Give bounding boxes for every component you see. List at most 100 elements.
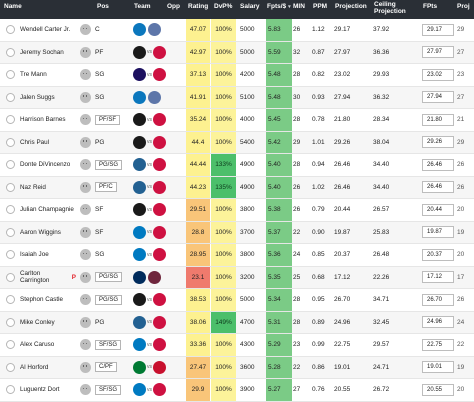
- table-row[interactable]: Jeremy Sochan PF vs 42.97 100% 5000 5.59 32 0.87…: [0, 41, 474, 64]
- player-name[interactable]: Julian Champagnie: [20, 199, 76, 221]
- fpts-input[interactable]: 29.17: [422, 19, 454, 41]
- player-name[interactable]: Aaron Wiggins: [20, 222, 76, 244]
- col-dvp-label: DvP%: [214, 3, 233, 10]
- fpts-input[interactable]: 19.87: [422, 222, 454, 244]
- row-select-checkbox[interactable]: [3, 132, 17, 154]
- table-row[interactable]: Harrison Barnes PF/SF vs 35.24 100% 4000 5.45 2…: [0, 109, 474, 132]
- row-select-checkbox[interactable]: [3, 154, 17, 176]
- row-select-checkbox[interactable]: [3, 312, 17, 334]
- opponent-logo-icon: [148, 90, 161, 104]
- table-row[interactable]: Isaiah Joe SG vs 28.95 100% 3800 5.36 24 0.85 20.…: [0, 244, 474, 267]
- player-name[interactable]: Jalen Suggs: [20, 87, 76, 109]
- player-name[interactable]: Isaiah Joe: [20, 244, 76, 266]
- dvp-value: 100%: [211, 41, 236, 63]
- row-select-checkbox[interactable]: [3, 19, 17, 41]
- player-name[interactable]: Carlton Carrington P: [20, 267, 76, 289]
- team-logo-icon: [133, 68, 146, 82]
- fpts-input[interactable]: 22.75: [422, 334, 454, 356]
- table-row[interactable]: Mike Conley PG vs 38.06 149% 4700 5.31 28 0.89 24…: [0, 311, 474, 334]
- table-row[interactable]: Luguentz Dort SF/SG vs 29.9 100% 3900 5.27 27 0.…: [0, 379, 474, 402]
- position[interactable]: SF/SG: [95, 334, 129, 356]
- col-ppm[interactable]: PPM: [313, 3, 327, 10]
- row-select-checkbox[interactable]: [3, 244, 17, 266]
- position[interactable]: PF/SF: [95, 109, 129, 131]
- player-name[interactable]: Chris Paul: [20, 132, 76, 154]
- table-row[interactable]: Stephon Castle PG/SG vs 38.53 100% 5000 5.34 28…: [0, 289, 474, 312]
- col-fpts[interactable]: FPts: [423, 3, 437, 10]
- player-name[interactable]: Al Horford: [20, 357, 76, 379]
- fpts-input[interactable]: 20.44: [422, 199, 454, 221]
- player-name[interactable]: Tre Mann: [20, 64, 76, 86]
- rating-value: 47.07: [186, 19, 210, 41]
- player-name[interactable]: Naz Reid: [20, 177, 76, 199]
- player-name[interactable]: Alex Caruso: [20, 334, 76, 356]
- player-name[interactable]: Mike Conley: [20, 312, 76, 334]
- minutes-value: 23: [293, 341, 301, 349]
- player-name[interactable]: Harrison Barnes: [20, 109, 76, 131]
- col-dvp[interactable]: DvP%: [214, 3, 232, 10]
- player-name[interactable]: Jeremy Sochan: [20, 42, 76, 64]
- row-select-checkbox[interactable]: [3, 109, 17, 131]
- row-select-checkbox[interactable]: [3, 177, 17, 199]
- table-row[interactable]: Al Horford C/PF vs 27.47 100% 3600 5.28 22 0.86 1…: [0, 356, 474, 379]
- table-row[interactable]: Naz Reid PF/C vs 44.23 135% 4900 5.40 26 1.02 26.…: [0, 176, 474, 199]
- row-select-checkbox[interactable]: [3, 64, 17, 86]
- fpts-input[interactable]: 24.96: [422, 312, 454, 334]
- rating-value: 38.53: [186, 289, 210, 311]
- table-row[interactable]: Jalen Suggs SG 41.91 100% 5100 5.48 30 0.93 27.9…: [0, 86, 474, 109]
- table-row[interactable]: Julian Champagnie SF vs 29.51 100% 3800 5.38 26…: [0, 199, 474, 222]
- fpts-input-value: 19.87: [422, 226, 454, 239]
- fpts-input[interactable]: 20.55: [422, 379, 454, 401]
- row-select-checkbox[interactable]: [3, 199, 17, 221]
- avatar: [78, 222, 92, 244]
- fpts-input[interactable]: 26.46: [422, 154, 454, 176]
- col-name[interactable]: Name: [4, 3, 22, 10]
- fpts-input[interactable]: 29.26: [422, 132, 454, 154]
- position[interactable]: PF/C: [95, 177, 129, 199]
- fpts-input[interactable]: 26.46: [422, 177, 454, 199]
- fpts-input[interactable]: 21.80: [422, 109, 454, 131]
- ppm-value: 0.93: [312, 93, 325, 101]
- col-fpts-per-dollar[interactable]: Fpts/$ ▾: [267, 3, 291, 11]
- col-projection[interactable]: Projection: [335, 3, 367, 10]
- fpts-input[interactable]: 27.94: [422, 87, 454, 109]
- position[interactable]: C/PF: [95, 357, 129, 379]
- fpts-input[interactable]: 27.97: [422, 42, 454, 64]
- player-name[interactable]: Donte DiVincenzo: [20, 154, 76, 176]
- fpts-input[interactable]: 20.37: [422, 244, 454, 266]
- position[interactable]: PG/SG: [95, 154, 129, 176]
- col-ceiling-projection[interactable]: Ceiling Projection: [374, 1, 406, 15]
- col-opp[interactable]: Opp: [167, 3, 180, 10]
- col-pos[interactable]: Pos: [97, 3, 109, 10]
- table-row[interactable]: Tre Mann SG vs 37.13 100% 4200 5.48 28 0.82 23.02…: [0, 64, 474, 87]
- row-select-checkbox[interactable]: [3, 87, 17, 109]
- position[interactable]: PG/SG: [95, 267, 129, 289]
- table-row[interactable]: Chris Paul PG vs 44.4 100% 5400 5.42 29 1.01 29.2…: [0, 131, 474, 154]
- position[interactable]: SF/SG: [95, 379, 129, 401]
- row-select-checkbox[interactable]: [3, 357, 17, 379]
- col-proj-cut[interactable]: Proj: [457, 3, 470, 10]
- table-row[interactable]: Alex Caruso SF/SG vs 33.36 100% 4300 5.29 23 0.9…: [0, 334, 474, 357]
- col-team[interactable]: Team: [134, 3, 151, 10]
- row-select-checkbox[interactable]: [3, 222, 17, 244]
- player-name[interactable]: Luguentz Dort: [20, 379, 76, 401]
- row-select-checkbox[interactable]: [3, 42, 17, 64]
- table-row[interactable]: Carlton Carrington P PG/SG 23.1 100% 3200 5.35…: [0, 266, 474, 289]
- table-row[interactable]: Aaron Wiggins SF vs 28.8 100% 3700 5.37 22 0.90 1…: [0, 221, 474, 244]
- row-select-checkbox[interactable]: [3, 267, 17, 289]
- table-row[interactable]: Donte DiVincenzo PG/SG vs 44.44 133% 4900 5.40…: [0, 154, 474, 177]
- col-salary[interactable]: Salary: [240, 3, 260, 10]
- row-select-checkbox[interactable]: [3, 334, 17, 356]
- row-select-checkbox[interactable]: [3, 379, 17, 401]
- fpts-input[interactable]: 17.12: [422, 267, 454, 289]
- col-min[interactable]: MIN: [293, 3, 305, 10]
- fpts-input[interactable]: 26.70: [422, 289, 454, 311]
- position[interactable]: PG/SG: [95, 289, 129, 311]
- table-row[interactable]: Wendell Carter Jr. C 47.07 100% 5000 5.83 26 1.…: [0, 19, 474, 42]
- player-name[interactable]: Wendell Carter Jr.: [20, 19, 76, 41]
- player-name[interactable]: Stephon Castle: [20, 289, 76, 311]
- col-rating[interactable]: Rating: [188, 3, 208, 10]
- fpts-input[interactable]: 23.02: [422, 64, 454, 86]
- fpts-input[interactable]: 19.01: [422, 357, 454, 379]
- row-select-checkbox[interactable]: [3, 289, 17, 311]
